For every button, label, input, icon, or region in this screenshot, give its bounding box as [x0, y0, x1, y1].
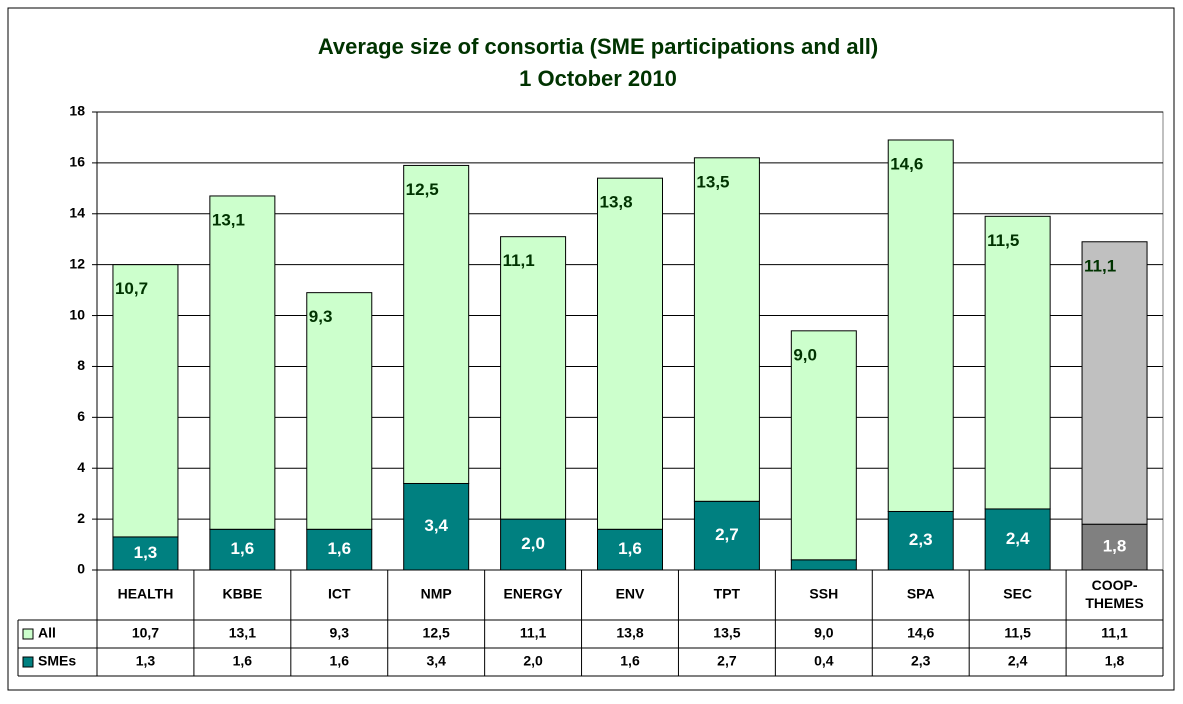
data-label: 1,6 [327, 539, 351, 558]
data-label: 1,6 [618, 539, 642, 558]
legend-swatch [22, 656, 34, 668]
table-value: 11,1 [520, 625, 547, 641]
bar-segment [209, 528, 276, 571]
bar-segment [693, 157, 760, 502]
x-tick-label: HEALTH [118, 586, 174, 602]
table-value: 2,4 [1008, 653, 1028, 669]
data-label: 9,3 [309, 307, 333, 326]
table-value: 2,3 [911, 653, 931, 669]
data-label: 3,4 [424, 516, 448, 535]
bar-segment [403, 164, 470, 484]
y-tick-label: 4 [77, 459, 85, 475]
data-label: 9,0 [793, 345, 817, 364]
x-tick-label: SEC [1003, 586, 1032, 602]
y-tick-label: 16 [69, 154, 85, 170]
legend-label: All [38, 625, 56, 641]
y-tick-label: 18 [69, 103, 85, 119]
table-value: 1,6 [330, 653, 350, 669]
table-value: 12,5 [423, 625, 450, 641]
bar-segment [112, 264, 179, 538]
data-label: 1,8 [1103, 537, 1127, 556]
x-tick-label-part: THEMES [1085, 595, 1143, 611]
data-label: 1,6 [231, 539, 255, 558]
table-value: 0,4 [814, 653, 834, 669]
x-tick-label: SPA [907, 586, 935, 602]
bar-segment [693, 500, 760, 571]
legend-label: SMEs [38, 653, 76, 669]
legend-swatch [22, 628, 34, 640]
bar-segment [790, 330, 857, 561]
bar-segment [597, 528, 663, 571]
y-tick-label: 2 [77, 510, 85, 526]
y-tick-label: 0 [77, 561, 85, 577]
x-tick-label-part: COOP- [1092, 577, 1138, 593]
data-label: 13,1 [212, 210, 245, 229]
table-value: 2,7 [717, 653, 737, 669]
y-tick-label: 12 [69, 255, 85, 271]
bar-segment [112, 536, 179, 571]
bar-segment [500, 518, 567, 571]
data-label: 10,7 [115, 279, 148, 298]
table-value: 1,6 [233, 653, 253, 669]
data-label: 14,6 [890, 154, 923, 173]
x-tick-label: NMP [421, 586, 452, 602]
table-value: 1,3 [136, 653, 156, 669]
table-value: 11,1 [1101, 625, 1128, 641]
table-value: 9,3 [330, 625, 350, 641]
table-value: 13,1 [229, 625, 256, 641]
data-label: 11,1 [1084, 256, 1116, 275]
table-value: 3,4 [426, 653, 446, 669]
chart-title: Average size of consortia (SME participa… [318, 34, 878, 59]
data-label: 2,4 [1006, 529, 1030, 548]
table-value: 1,8 [1105, 653, 1125, 669]
y-tick-label: 10 [69, 306, 85, 322]
table-value: 1,6 [620, 653, 640, 669]
bar-segment [984, 508, 1051, 571]
bar-segment [597, 177, 663, 530]
data-label: 2,3 [909, 530, 933, 549]
x-tick-label: SSH [809, 586, 838, 602]
data-label: 2,7 [715, 525, 739, 544]
x-tick-label: ENERGY [504, 586, 564, 602]
bar-segment [306, 292, 373, 530]
data-label: 13,8 [600, 193, 633, 212]
table-value: 13,8 [616, 625, 643, 641]
y-tick-label: 8 [77, 357, 85, 373]
bar-segment [1081, 241, 1148, 525]
data-label: 12,5 [406, 180, 439, 199]
x-tick-label: ENV [616, 586, 645, 602]
bar-segment [984, 215, 1051, 510]
y-tick-label: 14 [69, 204, 85, 220]
table-value: 9,0 [814, 625, 834, 641]
x-tick-label: KBBE [223, 586, 263, 602]
table-value: 14,6 [907, 625, 934, 641]
x-tick-label: COOP- THEMES [1085, 577, 1143, 611]
y-tick-label: 6 [77, 408, 85, 424]
bar-segment [209, 195, 276, 530]
bar-segment [887, 139, 954, 512]
data-label: 1,3 [134, 543, 158, 562]
bar-segment [790, 559, 857, 571]
bar-segment [306, 528, 373, 571]
table-value: 11,5 [1004, 625, 1031, 641]
chart-subtitle: 1 October 2010 [519, 66, 677, 91]
bar-segment [1081, 523, 1148, 571]
table-value: 2,0 [523, 653, 543, 669]
table-value: 10,7 [132, 625, 159, 641]
x-tick-label: ICT [328, 586, 351, 602]
data-label: 13,5 [696, 172, 729, 191]
bar-segment [500, 236, 567, 520]
data-label: 2,0 [521, 534, 545, 553]
x-tick-label: TPT [714, 586, 741, 602]
data-label: 11,5 [987, 231, 1019, 250]
data-label: 11,1 [503, 251, 535, 270]
table-value: 13,5 [713, 625, 740, 641]
